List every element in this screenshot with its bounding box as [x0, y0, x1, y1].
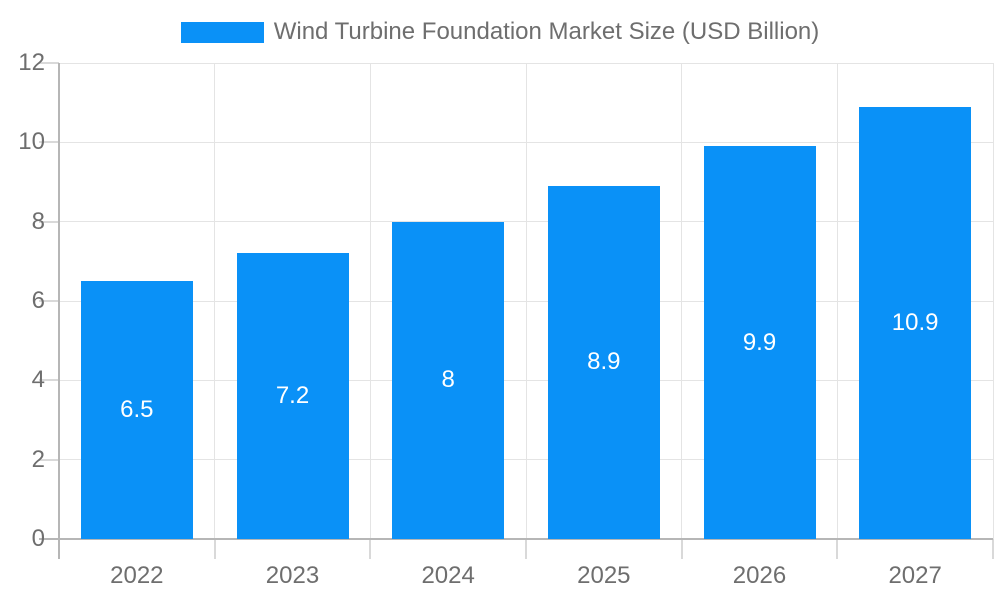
y-tick-mark: [39, 141, 59, 144]
v-gridline: [214, 63, 216, 539]
y-axis-label: 2: [31, 445, 45, 473]
bar-value-label: 8.9: [587, 348, 621, 376]
x-axis-label: 2026: [732, 562, 787, 589]
y-axis-label: 10: [18, 128, 45, 156]
x-tick-mark: [525, 539, 527, 559]
x-tick-mark: [992, 539, 994, 559]
bar-value-label: 9.9: [742, 328, 777, 356]
v-gridline: [525, 63, 527, 539]
bar-value-label: 6.5: [120, 396, 154, 424]
y-axis-label: 4: [31, 366, 45, 394]
x-tick-mark: [680, 539, 683, 559]
legend-item[interactable]: Wind Turbine Foundation Market Size (USD…: [180, 18, 820, 45]
y-tick-mark: [39, 379, 59, 382]
bar-value-label: 10.9: [891, 308, 939, 336]
bar[interactable]: [859, 106, 972, 539]
x-axis-label: 2022: [110, 562, 164, 589]
bar[interactable]: [392, 221, 505, 539]
x-axis-label: 2023: [265, 562, 320, 589]
v-gridline: [369, 63, 371, 539]
chart-title: Wind Turbine Foundation Market Size (USD…: [273, 18, 820, 45]
v-gridline: [992, 63, 994, 539]
x-axis-line: [39, 538, 993, 540]
bar-value-label: 8: [441, 366, 455, 394]
v-gridline: [681, 63, 683, 539]
x-tick-mark: [369, 539, 372, 559]
bar[interactable]: [547, 185, 660, 539]
y-tick-mark: [39, 62, 59, 64]
x-axis-label: 2027: [888, 562, 942, 589]
y-axis-label: 8: [31, 207, 45, 235]
x-axis-label: 2024: [421, 562, 475, 589]
y-axis-label: 12: [18, 49, 45, 76]
x-tick-mark: [836, 539, 839, 559]
y-axis-label: 6: [31, 287, 45, 314]
y-tick-mark: [39, 220, 59, 223]
x-tick-mark: [213, 539, 216, 559]
y-tick-mark: [39, 300, 59, 302]
bar[interactable]: [236, 253, 349, 539]
bar[interactable]: [703, 146, 816, 539]
legend: Wind Turbine Foundation Market Size (USD…: [0, 19, 1000, 45]
y-axis-line: [58, 63, 60, 559]
bar[interactable]: [80, 281, 193, 539]
y-axis-label: 0: [31, 525, 45, 552]
bar-value-label: 7.2: [275, 382, 310, 410]
legend-color-swatch: [180, 21, 264, 43]
y-tick-mark: [39, 458, 59, 461]
v-gridline: [836, 63, 838, 539]
x-axis-label: 2025: [577, 562, 631, 589]
